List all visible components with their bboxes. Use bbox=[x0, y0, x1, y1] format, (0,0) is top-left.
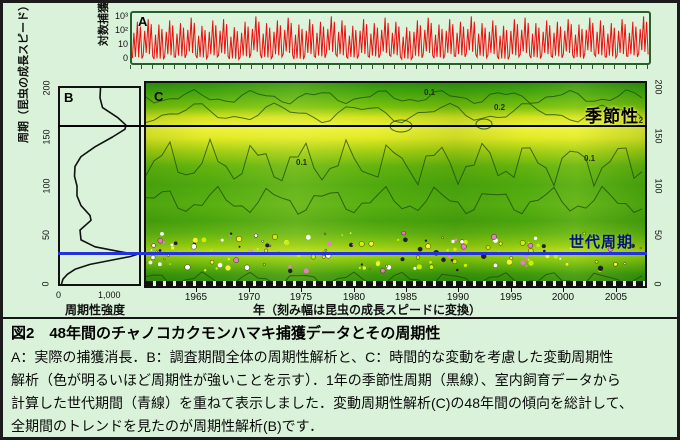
panel-a-y-tick: 10 bbox=[117, 39, 128, 49]
generation-annotation: 世代周期 bbox=[569, 234, 634, 251]
figure-caption-title: 図2 48年間のチャノコカクモンハマキ捕獲データとその周期性 bbox=[11, 325, 441, 342]
panel-b-y-tick: 150 bbox=[41, 129, 52, 145]
panel-c-year-tick: 1975 bbox=[289, 292, 313, 303]
panel-c-year-tickmark bbox=[249, 288, 250, 292]
panel-c-y-tick: 100 bbox=[653, 178, 664, 194]
caption-line-2: 解析（色が明るいほど周期性が強いことを示す）．1年の季節性周期（黒線）、室内飼育… bbox=[11, 372, 621, 388]
caption-line-4: 全期間のトレンドを見たのが周期性解析(B)です． bbox=[11, 418, 324, 434]
caption-line-3: 計算した世代期間（青線）を重ねて表示しました．変動周期性解析(C)の48年間の傾… bbox=[11, 395, 633, 411]
seasonality-reference-line bbox=[58, 125, 647, 127]
seasonality-annotation: 季節性 bbox=[585, 107, 639, 126]
panel-c-x-tickmarks bbox=[146, 281, 645, 286]
panel-b-x-tick: 0 bbox=[56, 290, 62, 300]
svg-text:0.2: 0.2 bbox=[632, 116, 644, 125]
panel-a-label: A bbox=[138, 14, 148, 29]
panel-c-year-tick: 2005 bbox=[604, 292, 628, 303]
panel-c-x-axis-label: 年（刻み幅は昆虫の成長スピードに変換） bbox=[253, 303, 482, 317]
panel-a-y-tick: 0 bbox=[122, 53, 128, 63]
panel-a-plot: A bbox=[130, 11, 651, 65]
panel-b-y-tick: 200 bbox=[41, 80, 52, 96]
panel-a-series-chart bbox=[132, 16, 649, 62]
panel-b-curve-chart bbox=[60, 88, 138, 284]
panel-c-year-tick: 1965 bbox=[184, 292, 208, 303]
panel-c-year-tickmark bbox=[196, 288, 197, 292]
panel-b-y-tick: 0 bbox=[40, 281, 51, 287]
panel-b-x-tick: 1,000 bbox=[98, 290, 121, 300]
caption-divider bbox=[3, 317, 677, 319]
panel-c-year-tick: 1990 bbox=[446, 292, 470, 303]
panel-c-year-tickmark bbox=[301, 288, 302, 292]
panel-c-y-tick: 0 bbox=[652, 281, 663, 287]
panel-c-year-tick: 1985 bbox=[394, 292, 418, 303]
panel-c-year-tick: 2000 bbox=[551, 292, 575, 303]
panel-c-year-tick: 1995 bbox=[499, 292, 523, 303]
panel-c-y-tick: 150 bbox=[653, 128, 664, 144]
panel-c-year-tickmark bbox=[458, 288, 459, 292]
svg-text:0.1: 0.1 bbox=[296, 158, 308, 167]
svg-text:0.1: 0.1 bbox=[424, 88, 436, 97]
panel-c-year-tickmark bbox=[406, 288, 407, 292]
svg-text:0.1: 0.1 bbox=[584, 154, 596, 163]
panel-c-year-tick: 1970 bbox=[237, 292, 261, 303]
panel-a-x-tickmarks bbox=[130, 65, 651, 69]
panel-b-y-tick: 100 bbox=[41, 178, 52, 194]
panel-b-x-axis-label: 周期性強度 bbox=[65, 303, 126, 317]
panel-b-plot: B bbox=[58, 86, 141, 286]
panel-c-y-tick: 50 bbox=[653, 229, 664, 241]
panel-a-y-tick: 10³ bbox=[114, 11, 128, 21]
caption-line-1: A：実際の捕獲消長．B：調査期間全体の周期性解析と、C：時間的な変動を考慮した変… bbox=[11, 349, 614, 365]
panel-c-heatmap: 0.1 0.2 0.2 0.1 0.1 C bbox=[144, 81, 647, 288]
panel-c-label: C bbox=[154, 89, 164, 104]
panel-c-year-tickmark bbox=[511, 288, 512, 292]
panel-c-year-tickmark bbox=[354, 288, 355, 292]
panel-c-year-tick: 1980 bbox=[342, 292, 366, 303]
panel-b-y-axis-label: 周期（昆虫の成長スピード） bbox=[18, 0, 30, 143]
panel-c-year-tickmark bbox=[616, 288, 617, 292]
panel-b-y-tick: 50 bbox=[41, 229, 52, 241]
panel-b-label: B bbox=[64, 90, 74, 105]
generation-reference-line bbox=[58, 252, 647, 255]
panel-c-contours: 0.1 0.2 0.2 0.1 0.1 bbox=[146, 88, 644, 286]
panel-a-y-tick: 10² bbox=[114, 25, 128, 35]
svg-text:0.2: 0.2 bbox=[494, 103, 506, 112]
panel-c-y-tick: 200 bbox=[653, 79, 664, 95]
panel-c-year-tickmark bbox=[563, 288, 564, 292]
